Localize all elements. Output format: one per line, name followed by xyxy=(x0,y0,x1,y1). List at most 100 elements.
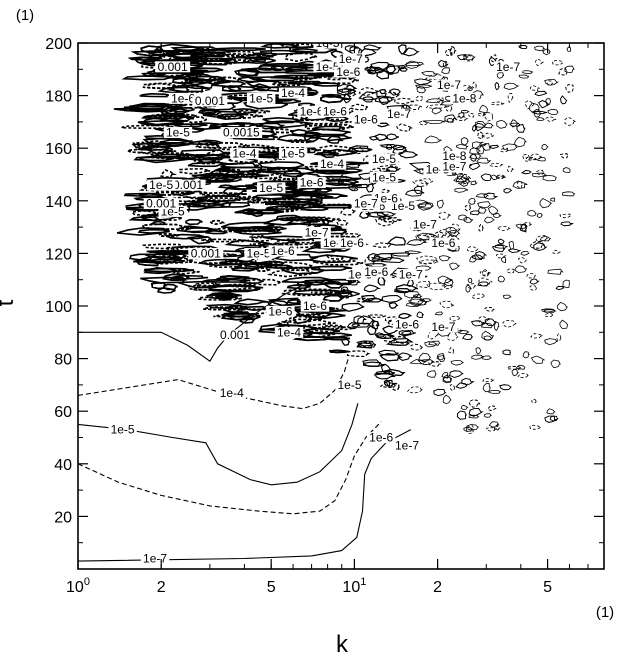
contour-blob xyxy=(502,349,511,356)
contour-label: 0.001 xyxy=(146,197,176,211)
contour-label: 1e-6 xyxy=(271,244,295,258)
contour-blob xyxy=(470,210,482,216)
contour-blob xyxy=(351,147,373,152)
contour-blob xyxy=(346,322,361,329)
contour-blob xyxy=(424,341,438,348)
x-axis-title: k xyxy=(336,631,349,654)
contour-blob xyxy=(231,108,258,115)
contour-blob xyxy=(254,256,276,265)
contour-blob xyxy=(424,233,436,238)
contour-blob xyxy=(216,113,263,120)
contour-blob xyxy=(481,355,492,360)
contour-blob xyxy=(258,64,278,71)
contour-blob xyxy=(356,297,371,303)
contour-blob xyxy=(312,260,364,266)
contour-blob xyxy=(204,262,248,269)
contour-line xyxy=(78,358,349,410)
contour-blob xyxy=(449,45,457,55)
contour-blob xyxy=(483,413,493,418)
contour-blob xyxy=(492,212,503,219)
contour-blob xyxy=(113,107,167,112)
contour-blob xyxy=(156,286,176,294)
contour-blob xyxy=(343,92,353,104)
contour-label-bg xyxy=(429,321,458,333)
contour-blob xyxy=(380,363,391,374)
contour-blob xyxy=(385,338,414,346)
contour-blob xyxy=(487,405,497,412)
contour-blob xyxy=(453,176,468,183)
contour-blob xyxy=(535,58,545,66)
contour-blob xyxy=(416,280,432,289)
contour-blob xyxy=(561,191,576,197)
contour-label: 1e-6 xyxy=(354,112,378,126)
contour-blob xyxy=(544,415,558,423)
contour-label-bg xyxy=(297,106,326,118)
contour-blob xyxy=(267,297,303,307)
contour-blob xyxy=(146,112,197,119)
contour-blob xyxy=(444,114,457,123)
contour-blob xyxy=(468,399,481,408)
contour-blob xyxy=(458,214,468,221)
contour-blob xyxy=(224,239,270,247)
contour-label-bg xyxy=(369,153,399,165)
contour-label-bg xyxy=(396,269,426,281)
contour-blob xyxy=(304,123,354,131)
contour-blob xyxy=(298,187,333,193)
contour-blob xyxy=(463,216,474,223)
contour-label-bg xyxy=(192,95,228,107)
contour-label: 1e-6 xyxy=(431,236,455,250)
contour-blob xyxy=(448,347,455,354)
contour-blob xyxy=(347,91,357,98)
contour-label-bg xyxy=(384,108,414,120)
contour-blob xyxy=(517,373,529,379)
contour-blob xyxy=(421,70,439,77)
y-tick-label: 140 xyxy=(45,194,72,211)
contour-blob xyxy=(149,220,166,226)
contour-blob xyxy=(478,206,487,214)
contour-blob xyxy=(496,174,505,179)
contour-blob xyxy=(320,94,350,104)
contour-blob xyxy=(442,394,452,405)
contour-blob xyxy=(356,342,373,349)
contour-blob xyxy=(564,65,575,73)
contour-blob xyxy=(304,313,328,321)
contour-label-bg xyxy=(302,226,331,238)
contour-line xyxy=(78,421,382,515)
contour-blob xyxy=(185,218,203,226)
contour-blob xyxy=(309,194,324,203)
contour-label: 1e-6 xyxy=(364,265,388,279)
x-unit-label: (1) xyxy=(596,604,614,621)
contour-blob xyxy=(206,284,261,293)
contour-blob xyxy=(241,143,281,153)
contour-blob xyxy=(531,398,537,404)
contour-blob xyxy=(116,227,170,236)
contour-blob xyxy=(472,90,484,99)
contour-blob xyxy=(383,334,398,343)
contour-label: 1e-7 xyxy=(399,268,423,282)
contour-blob xyxy=(226,185,258,191)
contour-blob xyxy=(379,89,387,95)
contour-label-bg xyxy=(351,113,381,125)
contour-blob xyxy=(339,233,361,238)
contour-blob xyxy=(285,66,307,71)
contour-blob xyxy=(407,386,423,394)
contour-label: 1e-5 xyxy=(372,170,396,184)
contour-blob xyxy=(560,221,574,227)
contour-blob xyxy=(398,150,418,159)
contour-blob xyxy=(493,425,501,431)
contour-blob xyxy=(521,170,532,175)
contour-blob xyxy=(497,275,506,283)
contour-blob xyxy=(415,265,432,271)
contour-blob xyxy=(502,143,518,151)
contour-blob xyxy=(303,131,322,137)
contour-blob xyxy=(439,300,456,309)
contour-blob xyxy=(353,315,367,325)
contour-blob xyxy=(200,109,222,116)
contour-blob xyxy=(349,187,359,192)
contour-label-bg xyxy=(147,179,176,191)
contour-label: 1e-5 xyxy=(281,147,305,161)
contour-blob xyxy=(494,243,509,249)
contour-blob xyxy=(262,116,301,124)
contour-blob xyxy=(469,153,482,160)
contour-blob xyxy=(437,228,448,239)
